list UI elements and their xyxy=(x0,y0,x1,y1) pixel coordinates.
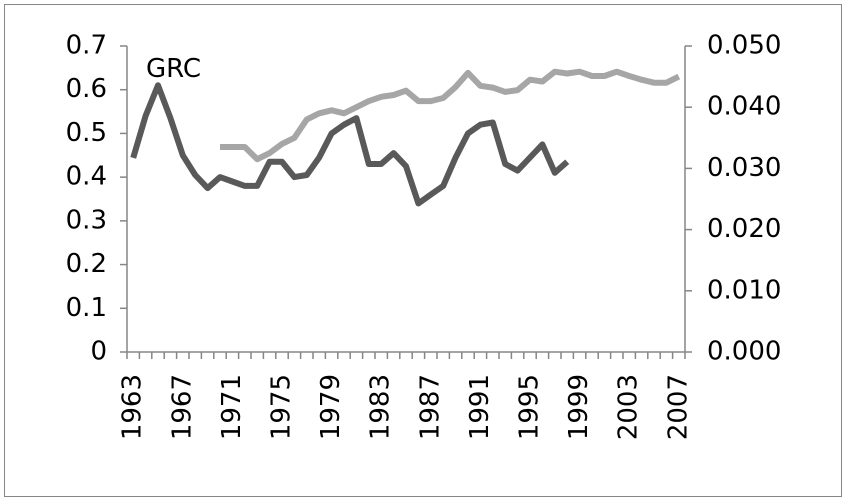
y-tick-label: 0.3 xyxy=(66,205,107,235)
x-tick-label: 1999 xyxy=(564,374,594,440)
series-line xyxy=(220,68,681,163)
y2-tick-label: 0.030 xyxy=(707,153,781,183)
series-line xyxy=(130,82,570,207)
y-tick-label: 0.1 xyxy=(66,293,107,323)
x-tick-label: 2003 xyxy=(614,374,644,440)
x-tick-label: 2007 xyxy=(663,374,693,440)
x-tick-label: 1995 xyxy=(515,374,545,440)
y-tick-label: 0.5 xyxy=(66,118,107,148)
x-tick-label: 1971 xyxy=(217,374,247,440)
x-tick-label: 1979 xyxy=(316,374,346,440)
x-tick-label: 1975 xyxy=(267,374,297,440)
series-label: GRC xyxy=(146,54,201,84)
y-tick-label: 0.7 xyxy=(66,31,107,61)
y-tick-label: 0.6 xyxy=(66,74,107,104)
y2-tick-label: 0.000 xyxy=(707,337,781,367)
y2-tick-label: 0.010 xyxy=(707,275,781,305)
y-tick-label: 0.2 xyxy=(66,249,107,279)
x-tick-label: 1967 xyxy=(167,374,197,440)
y2-tick-label: 0.050 xyxy=(707,31,781,61)
y-tick-label: 0 xyxy=(90,337,107,367)
x-tick-label: 1983 xyxy=(366,374,396,440)
x-tick-label: 1987 xyxy=(415,374,445,440)
chart-frame xyxy=(4,4,842,497)
x-tick-label: 1991 xyxy=(465,374,495,440)
x-tick-label: 1963 xyxy=(118,374,148,440)
y2-tick-label: 0.040 xyxy=(707,92,781,122)
y-tick-label: 0.4 xyxy=(66,162,107,192)
y2-tick-label: 0.020 xyxy=(707,214,781,244)
